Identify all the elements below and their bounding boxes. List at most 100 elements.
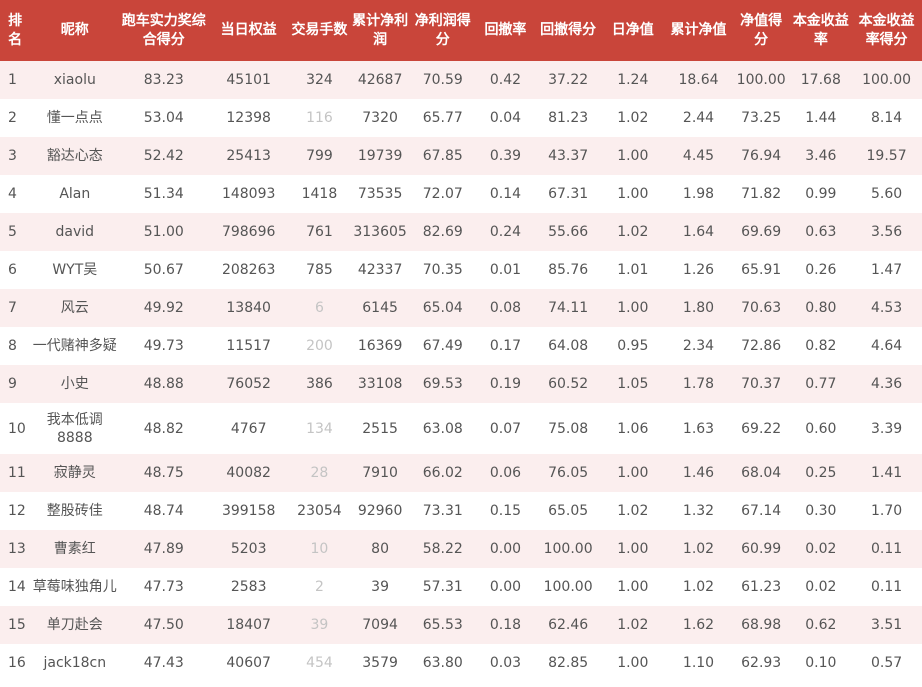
column-header-rank[interactable]: 排名 [0, 0, 31, 61]
cell-profit-score: 65.04 [410, 289, 476, 327]
cell-drawdown: 0.07 [475, 403, 536, 454]
cell-drawdown: 0.24 [475, 213, 536, 251]
cell-drawdown: 0.00 [475, 568, 536, 606]
column-header-cum-nav[interactable]: 累计净值 [665, 0, 732, 61]
table-row: 6 WYT吴 50.67 208263 785 42337 70.35 0.01 85.76 1.… [0, 251, 922, 289]
cell-return-rate: 0.80 [790, 289, 852, 327]
cell-nickname: 寂静灵 [30, 454, 120, 492]
cell-equity: 45101 [208, 61, 290, 99]
table-row: 3 豁达心态 52.42 25413 799 19739 67.85 0.39 43.37 1.0… [0, 137, 922, 175]
column-header-net-profit[interactable]: 累计净利润 [349, 0, 411, 61]
cell-score: 52.42 [119, 137, 209, 175]
cell-trades: 1418 [289, 175, 350, 213]
cell-rank: 14 [0, 568, 31, 606]
cell-rank: 15 [0, 606, 31, 644]
cell-trades: 39 [289, 606, 350, 644]
cell-nav-score: 68.98 [731, 606, 791, 644]
cell-nav-score: 67.14 [731, 492, 791, 530]
cell-return-score: 3.56 [851, 213, 922, 251]
cell-drawdown: 0.19 [475, 365, 536, 403]
cell-net-profit: 2515 [349, 403, 411, 454]
cell-drawdown: 0.14 [475, 175, 536, 213]
cell-nav-score: 69.22 [731, 403, 791, 454]
cell-return-rate: 0.10 [790, 644, 852, 682]
cell-drawdown: 0.03 [475, 644, 536, 682]
cell-net-profit: 73535 [349, 175, 411, 213]
cell-net-profit: 33108 [349, 365, 411, 403]
cell-nickname: 单刀赴会 [30, 606, 120, 644]
cell-drawdown-score: 62.46 [535, 606, 601, 644]
header-row: 排名 昵称 跑车实力奖综合得分 当日权益 交易手数 累计净利润 净利润得分 回撤… [0, 0, 922, 61]
column-header-drawdown[interactable]: 回撤率 [475, 0, 536, 61]
cell-rank: 9 [0, 365, 31, 403]
cell-score: 51.34 [119, 175, 209, 213]
cell-net-profit: 80 [349, 530, 411, 568]
column-header-score[interactable]: 跑车实力奖综合得分 [119, 0, 209, 61]
column-header-daily-nav[interactable]: 日净值 [600, 0, 666, 61]
cell-drawdown: 0.17 [475, 327, 536, 365]
cell-rank: 1 [0, 61, 31, 99]
cell-net-profit: 7094 [349, 606, 411, 644]
cell-nickname: david [30, 213, 120, 251]
cell-cum-nav: 1.63 [665, 403, 732, 454]
cell-return-rate: 0.99 [790, 175, 852, 213]
column-header-nickname[interactable]: 昵称 [30, 0, 120, 61]
cell-nickname: 整股砖佳 [30, 492, 120, 530]
table-row: 14 草莓味独角儿 47.73 2583 2 39 57.31 0.00 100.00 1.00 1… [0, 568, 922, 606]
cell-equity: 25413 [208, 137, 290, 175]
cell-nickname: 懂一点点 [30, 99, 120, 137]
cell-score: 50.67 [119, 251, 209, 289]
cell-daily-nav: 1.24 [600, 61, 666, 99]
cell-nickname: 曹素红 [30, 530, 120, 568]
cell-daily-nav: 0.95 [600, 327, 666, 365]
table-row: 9 小史 48.88 76052 386 33108 69.53 0.19 60.52 1.05 1… [0, 365, 922, 403]
cell-nav-score: 73.25 [731, 99, 791, 137]
cell-drawdown: 0.42 [475, 61, 536, 99]
cell-cum-nav: 1.02 [665, 530, 732, 568]
cell-return-score: 5.60 [851, 175, 922, 213]
cell-rank: 16 [0, 644, 31, 682]
cell-rank: 8 [0, 327, 31, 365]
table-row: 12 整股砖佳 48.74 399158 23054 92960 73.31 0.15 65.0… [0, 492, 922, 530]
table-row: 13 曹素红 47.89 5203 10 80 58.22 0.00 100.00 1.00 1.0… [0, 530, 922, 568]
column-header-return-rate[interactable]: 本金收益率 [790, 0, 852, 61]
column-header-return-score[interactable]: 本金收益率得分 [851, 0, 922, 61]
cell-trades: 785 [289, 251, 350, 289]
cell-daily-nav: 1.02 [600, 99, 666, 137]
table-row: 1 xiaolu 83.23 45101 324 42687 70.59 0.42 37.22 1… [0, 61, 922, 99]
cell-trades: 134 [289, 403, 350, 454]
cell-cum-nav: 1.02 [665, 568, 732, 606]
cell-profit-score: 58.22 [410, 530, 476, 568]
cell-score: 83.23 [119, 61, 209, 99]
cell-equity: 12398 [208, 99, 290, 137]
column-header-drawdown-score[interactable]: 回撤得分 [535, 0, 601, 61]
cell-score: 48.82 [119, 403, 209, 454]
cell-net-profit: 6145 [349, 289, 411, 327]
cell-trades: 799 [289, 137, 350, 175]
cell-equity: 148093 [208, 175, 290, 213]
cell-return-score: 3.39 [851, 403, 922, 454]
cell-return-rate: 17.68 [790, 61, 852, 99]
cell-return-rate: 0.62 [790, 606, 852, 644]
cell-nav-score: 69.69 [731, 213, 791, 251]
column-header-trades[interactable]: 交易手数 [289, 0, 350, 61]
column-header-nav-score[interactable]: 净值得分 [731, 0, 791, 61]
cell-cum-nav: 4.45 [665, 137, 732, 175]
cell-net-profit: 7320 [349, 99, 411, 137]
cell-net-profit: 39 [349, 568, 411, 606]
cell-rank: 10 [0, 403, 31, 454]
cell-profit-score: 69.53 [410, 365, 476, 403]
table-row: 15 单刀赴会 47.50 18407 39 7094 65.53 0.18 62.46 1.02… [0, 606, 922, 644]
cell-equity: 11517 [208, 327, 290, 365]
cell-score: 48.74 [119, 492, 209, 530]
cell-drawdown-score: 100.00 [535, 530, 601, 568]
cell-return-rate: 1.44 [790, 99, 852, 137]
cell-nav-score: 71.82 [731, 175, 791, 213]
column-header-profit-score[interactable]: 净利润得分 [410, 0, 476, 61]
cell-profit-score: 63.08 [410, 403, 476, 454]
cell-return-score: 19.57 [851, 137, 922, 175]
column-header-equity[interactable]: 当日权益 [208, 0, 290, 61]
cell-trades: 116 [289, 99, 350, 137]
cell-score: 49.92 [119, 289, 209, 327]
cell-return-rate: 0.25 [790, 454, 852, 492]
